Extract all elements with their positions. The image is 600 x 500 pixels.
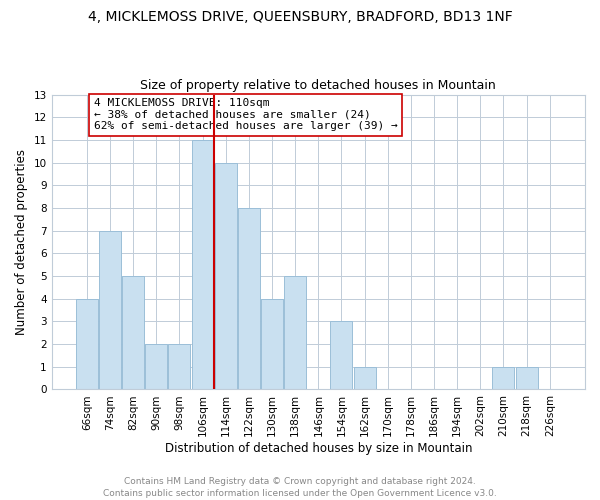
Bar — [169, 344, 190, 390]
X-axis label: Distribution of detached houses by size in Mountain: Distribution of detached houses by size … — [164, 442, 472, 455]
Text: Contains HM Land Registry data © Crown copyright and database right 2024.
Contai: Contains HM Land Registry data © Crown c… — [103, 476, 497, 498]
Bar — [99, 230, 121, 390]
Bar — [76, 298, 98, 390]
Bar — [515, 367, 538, 390]
Bar — [191, 140, 214, 390]
Bar — [145, 344, 167, 390]
Bar — [261, 298, 283, 390]
Bar — [238, 208, 260, 390]
Bar — [122, 276, 144, 390]
Bar — [284, 276, 306, 390]
Title: Size of property relative to detached houses in Mountain: Size of property relative to detached ho… — [140, 79, 496, 92]
Text: 4 MICKLEMOSS DRIVE: 110sqm
← 38% of detached houses are smaller (24)
62% of semi: 4 MICKLEMOSS DRIVE: 110sqm ← 38% of deta… — [94, 98, 398, 131]
Text: 4, MICKLEMOSS DRIVE, QUEENSBURY, BRADFORD, BD13 1NF: 4, MICKLEMOSS DRIVE, QUEENSBURY, BRADFOR… — [88, 10, 512, 24]
Bar — [331, 322, 352, 390]
Y-axis label: Number of detached properties: Number of detached properties — [15, 149, 28, 335]
Bar — [493, 367, 514, 390]
Bar — [215, 162, 237, 390]
Bar — [353, 367, 376, 390]
